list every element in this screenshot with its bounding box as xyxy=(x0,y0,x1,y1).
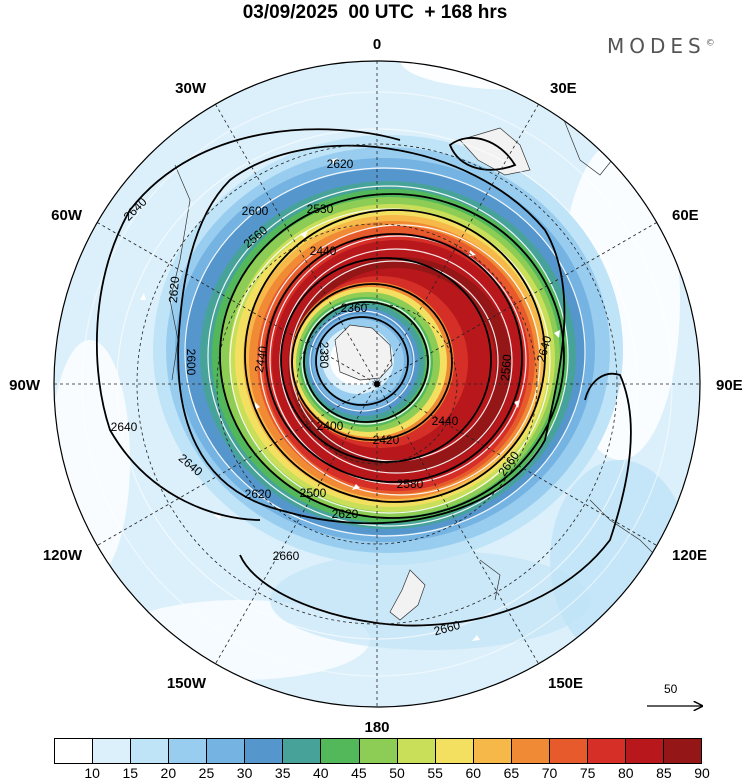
lon-label-0: 0 xyxy=(373,36,381,53)
title-lead: + 168 hrs xyxy=(424,2,508,23)
wind-arrowheads xyxy=(140,158,560,641)
lon-label-30e: 30E xyxy=(550,80,577,97)
colorbar-swatch xyxy=(549,739,588,763)
contour-label: 2600 xyxy=(184,349,198,376)
lon-label-150w: 150W xyxy=(167,675,207,692)
colorbar-swatch xyxy=(664,739,702,763)
brand-copyright: © xyxy=(705,38,715,49)
contour-label: 2600 xyxy=(242,204,269,218)
colorbar-swatch xyxy=(207,739,246,763)
colorbar-tick-label: 25 xyxy=(198,765,215,781)
colorbar-swatch xyxy=(473,739,512,763)
colorbar-swatch xyxy=(359,739,398,763)
contour-label: 2620 xyxy=(166,275,182,303)
colorbar-swatch xyxy=(245,739,284,763)
contour-label: 2530 xyxy=(307,202,334,216)
lon-label-120e: 120E xyxy=(672,547,707,564)
map-boundary xyxy=(53,60,701,708)
contour-label: 2620 xyxy=(327,157,354,171)
lon-label-120w: 120W xyxy=(43,547,83,564)
contour-label: 2440 xyxy=(252,345,270,374)
colorbar-swatch xyxy=(283,739,322,763)
contour-label: 2360 xyxy=(341,301,368,315)
lon-label-60w: 60W xyxy=(51,207,83,224)
colorbar-swatch xyxy=(131,739,170,763)
lon-label-150e: 150E xyxy=(548,675,583,692)
colorbar-swatch xyxy=(587,739,626,763)
lon-label-90w: 90W xyxy=(9,377,41,394)
colorbar-tick-label: 60 xyxy=(465,765,482,781)
colorbar-tick-label: 40 xyxy=(313,765,329,781)
colorbar-tick-label: 15 xyxy=(122,765,139,781)
lon-label-180: 180 xyxy=(364,719,389,735)
colorbar-tick-label: 75 xyxy=(579,765,596,781)
contour-label: 2660 xyxy=(273,549,300,563)
map-title: 03/09/2025 00 UTC + 168 hrs xyxy=(0,2,750,24)
contour-label: 2660 xyxy=(432,618,462,639)
colorbar-swatch xyxy=(511,739,550,763)
colorbar-tick-label: 50 xyxy=(389,765,405,781)
reference-vector-label: 50 xyxy=(664,682,678,696)
colorbar-tick-label: 30 xyxy=(236,765,253,781)
colorbar-tick-label: 35 xyxy=(274,765,291,781)
colorbar-tick-label: 45 xyxy=(351,765,367,781)
contour-label: 2620 xyxy=(332,507,359,521)
colorbar-swatch xyxy=(55,739,94,763)
coastlines xyxy=(169,109,661,621)
colorbar-labels: 10 15 20 25 30 35 40 45 50 55 60 65 70 75 80 85 90 xyxy=(54,765,709,781)
colorbar-tick-label: 70 xyxy=(541,765,558,781)
contour-label: 2620 xyxy=(245,487,272,501)
contour-label: 2640 xyxy=(534,334,555,364)
colorbar-swatch xyxy=(93,739,132,763)
contour-label: 2440 xyxy=(310,244,337,258)
colorbar-swatch xyxy=(435,739,474,763)
height-contours xyxy=(96,128,632,627)
colorbar-tick-label: 55 xyxy=(427,765,443,781)
contour-label: 2680 xyxy=(273,550,300,564)
colorbar-swatch xyxy=(397,739,436,763)
colorbar-tick-label: 20 xyxy=(160,765,177,781)
contour-label: 2380 xyxy=(317,342,331,369)
colorbar-tick-label: 10 xyxy=(84,765,100,781)
polar-map: 0 30E 60E 90E 120E 150E 180 150W 120W 90… xyxy=(9,36,743,735)
contour-label: 2500 xyxy=(300,486,327,500)
brand-logo: MODES© xyxy=(607,34,715,58)
contour-label: 2560 xyxy=(498,353,514,381)
colorbar-tick-label: 85 xyxy=(656,765,672,781)
colorbar-swatch xyxy=(169,739,208,763)
colorbar-tick-label: 65 xyxy=(503,765,520,781)
colorbar-tick-label: 80 xyxy=(617,765,634,781)
contour-label: 2580 xyxy=(397,477,424,491)
colorbar-swatch xyxy=(321,739,360,763)
lon-label-60e: 60E xyxy=(672,207,699,224)
graticule xyxy=(54,61,700,707)
lon-label-90e: 90E xyxy=(716,377,743,394)
contour-label: 2440 xyxy=(432,414,459,428)
longitude-labels: 0 30E 60E 90E 120E 150E 180 150W 120W 90… xyxy=(9,36,743,735)
title-date: 03/09/2025 xyxy=(242,2,338,23)
colorbar-swatch xyxy=(625,739,664,763)
lon-label-30w: 30W xyxy=(175,80,207,97)
pole-marker xyxy=(374,381,380,387)
contour-label: 2400 xyxy=(317,419,344,433)
colorbar xyxy=(54,738,702,764)
title-time: 00 UTC xyxy=(348,2,414,23)
contour-labels: 2360 2380 2400 2420 2440 2440 2440 2500 … xyxy=(111,157,555,638)
contour-label: 2640 xyxy=(111,420,138,434)
colorbar-tick-label: 90 xyxy=(694,765,710,781)
brand-name: MODES xyxy=(607,34,706,58)
contour-label: 2420 xyxy=(373,433,400,447)
